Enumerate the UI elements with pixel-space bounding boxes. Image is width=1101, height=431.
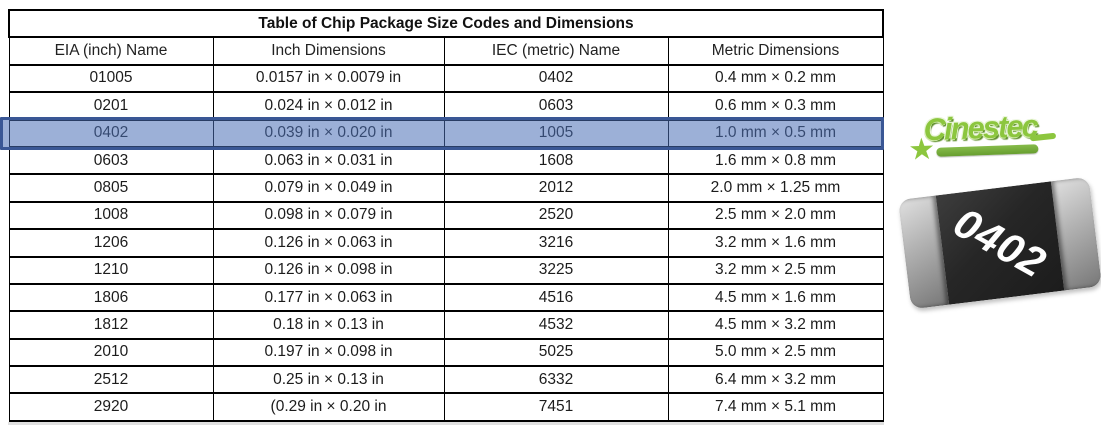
table-cell: 4.5 mm × 3.2 mm [667,310,884,340]
logo-text: Cinestec [923,108,1038,148]
table-row: 1008 0.098 in × 0.079 in 2520 2.5 mm × 2.0 … [8,200,884,231]
table-cell: 7451 [443,392,669,422]
table-cell: 3.2 mm × 1.6 mm [667,228,884,258]
table-row: 1806 0.177 in × 0.063 in 4516 4.5 mm × 1.6 … [8,282,884,313]
table-cell: 5025 [443,337,669,368]
cinestec-logo: ★ Cinestec [907,105,1063,172]
table-cell: 0.098 in × 0.079 in [212,200,445,231]
table-cell: 0603 [443,91,669,121]
table-cell: 1.0 mm × 0.5 mm [667,118,884,148]
table-cell: 6332 [443,365,669,395]
table-cell: 3225 [443,255,669,285]
column-header: IEC (metric) Name [443,36,669,66]
column-header: Metric Dimensions [667,36,884,66]
chip-body: 0402 [935,181,1065,305]
table-cell: 0.063 in × 0.031 in [212,145,445,176]
table-cell: 0.079 in × 0.049 in [212,173,445,203]
table-cell: 0603 [8,145,214,176]
table-cell: 6.4 mm × 3.2 mm [667,365,884,395]
table-cell: 1210 [8,255,214,285]
table-cell: 7.4 mm × 5.1 mm [667,392,884,422]
table-cell: 5.0 mm × 2.5 mm [667,337,884,368]
table-cell: 2520 [443,200,669,231]
table-cell: 1608 [443,145,669,176]
table-cell: 0.177 in × 0.063 in [212,282,445,313]
table-cell: 3.2 mm × 2.5 mm [667,255,884,285]
table-cell: 0.197 in × 0.098 in [212,337,445,368]
table-row: 0805 0.079 in × 0.049 in 2012 2.0 mm × 1.25… [8,173,884,203]
table-cell: 2920 [8,392,214,422]
chip-package-table: Table of Chip Package Size Codes and Dim… [8,8,884,422]
table-cell: 1.6 mm × 0.8 mm [667,145,884,176]
table-cell: 0.126 in × 0.098 in [212,255,445,285]
table-cell: 1008 [8,200,214,231]
logo-swoosh [1029,132,1057,142]
table-cell: 4.5 mm × 1.6 mm [667,282,884,313]
column-header: EIA (inch) Name [8,36,214,66]
table-cell: 1206 [8,228,214,258]
table-cell: 0402 [443,63,669,94]
table-cell: 0201 [8,91,214,121]
table-cell: 3216 [443,228,669,258]
table-cell: 4532 [443,310,669,340]
table-cell: 1005 [443,118,669,148]
table-title-row: Table of Chip Package Size Codes and Dim… [8,8,884,39]
table-cell: (0.29 in × 0.20 in [212,392,445,422]
table-cell: 0.25 in × 0.13 in [212,365,445,395]
table-cell: 0.0157 in × 0.0079 in [212,63,445,94]
table-cell: 0.18 in × 0.13 in [212,310,445,340]
table-cell: 4516 [443,282,669,313]
table-cell: 01005 [8,63,214,94]
table-row: 0201 0.024 in × 0.012 in 0603 0.6 mm × 0.3 … [8,91,884,121]
table-cell: 2010 [8,337,214,368]
table-row: 2512 0.25 in × 0.13 in 6332 6.4 mm × 3.2 mm [8,365,884,395]
table-cell: 0.039 in × 0.020 in [212,118,445,148]
chip-photo: 0402 [898,176,1101,310]
table-cell: 0.6 mm × 0.3 mm [667,91,884,121]
table-cell: 0.126 in × 0.063 in [212,228,445,258]
table-cell: 2012 [443,173,669,203]
table-row: 0402 0.039 in × 0.020 in 1005 1.0 mm × 0.5 … [8,118,884,148]
table-row: 1210 0.126 in × 0.098 in 3225 3.2 mm × 2.5 … [8,255,884,285]
table-cell: 0805 [8,173,214,203]
table-cell: 1812 [8,310,214,340]
table-body: Table of Chip Package Size Codes and Dim… [8,8,884,422]
table-row: 2920 (0.29 in × 0.20 in 7451 7.4 mm × 5.1 m… [8,392,884,422]
table-row: 1812 0.18 in × 0.13 in 4532 4.5 mm × 3.2 mm [8,310,884,340]
star-icon: ★ [907,132,936,167]
table-row: 0603 0.063 in × 0.031 in 1608 1.6 mm × 0.8 … [8,145,884,176]
table-row: 2010 0.197 in × 0.098 in 5025 5.0 mm × 2.5 … [8,337,884,368]
table-cell: 2512 [8,365,214,395]
table-header-row: EIA (inch) Name Inch Dimensions IEC (metri… [8,36,884,66]
table-row: 1206 0.126 in × 0.063 in 3216 3.2 mm × 1.6 … [8,228,884,258]
table-cell: 0402 [8,118,214,148]
table-row: 01005 0.0157 in × 0.0079 in 0402 0.4 mm × 0… [8,63,884,94]
chip-label: 0402 [946,198,1055,287]
size-code-table: Table of Chip Package Size Codes and Dim… [8,8,884,422]
table-cell: 0.024 in × 0.012 in [212,91,445,121]
column-header: Inch Dimensions [212,36,445,66]
table-title: Table of Chip Package Size Codes and Dim… [8,8,884,39]
table-cell: 2.5 mm × 2.0 mm [667,200,884,231]
table-cell: 1806 [8,282,214,313]
table-cell: 2.0 mm × 1.25 mm [667,173,884,203]
table-cell: 0.4 mm × 0.2 mm [667,63,884,94]
